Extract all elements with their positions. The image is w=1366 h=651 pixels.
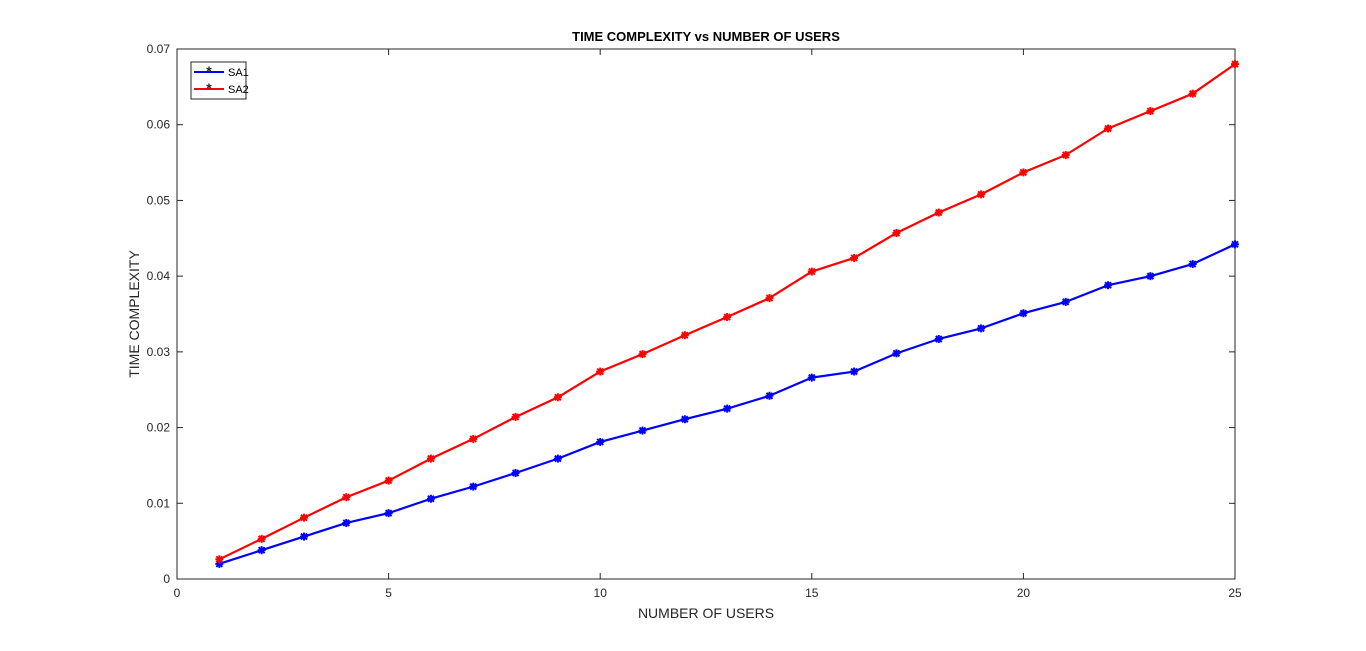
data-point-sa1 [1188,260,1197,269]
data-point-sa2 [215,555,224,564]
legend-label-sa2: SA2 [228,84,249,96]
series-sa1 [215,240,1239,568]
data-point-sa1 [384,509,393,518]
x-axis-label: NUMBER OF USERS [638,605,774,621]
x-tick-label: 10 [594,586,608,600]
data-point-sa2 [1146,107,1155,116]
y-tick-label: 0.02 [147,421,171,435]
data-point-sa2 [807,267,816,276]
data-point-sa2 [342,493,351,502]
y-axis-label: TIME COMPLEXITY [126,250,142,378]
data-point-sa2 [426,454,435,463]
data-point-sa2 [511,412,520,421]
data-point-sa1 [469,482,478,491]
data-point-sa1 [342,518,351,527]
series-sa2 [215,60,1239,564]
data-point-sa1 [553,454,562,463]
x-tick-label: 5 [385,586,392,600]
y-tick-label: 0.03 [147,345,171,359]
data-point-sa1 [1061,297,1070,306]
data-point-sa2 [596,367,605,376]
data-point-sa1 [850,367,859,376]
data-point-sa1 [511,469,520,477]
legend-label-sa1: SA1 [228,67,249,79]
chart-title: TIME COMPLEXITY vs NUMBER OF USERS [572,29,840,44]
data-point-sa2 [384,476,393,485]
y-tick-label: 0.05 [147,193,171,207]
data-point-sa2 [1231,60,1239,69]
data-point-sa2 [1019,168,1028,177]
data-point-sa1 [299,532,308,541]
x-tick-label: 20 [1017,586,1031,600]
data-point-sa2 [469,434,478,443]
data-point-sa2 [1188,89,1197,98]
y-tick-label: 0.04 [147,269,171,283]
data-point-sa2 [680,331,689,340]
data-point-sa1 [1019,309,1028,318]
legend-marker-sa1: * [206,63,212,79]
y-tick-label: 0.01 [147,496,171,510]
data-point-sa1 [934,334,943,343]
axis-ticks: 0 5 10 15 20 25 0 0.01 0.02 0.03 0.04 0.05 0.06 0.07 [147,42,1242,600]
data-point-sa1 [723,404,732,413]
data-point-sa1 [638,426,647,435]
legend-box [190,61,247,100]
data-point-sa2 [553,393,562,402]
legend-marker-sa2: * [206,80,212,96]
data-point-sa1 [1231,240,1239,249]
data-point-sa1 [257,546,266,555]
legend: * SA1 * SA2 [190,61,249,100]
data-point-sa2 [257,534,266,543]
data-point-sa1 [765,391,774,400]
y-tick-label: 0 [163,572,170,586]
data-point-sa2 [977,190,986,199]
x-tick-label: 25 [1228,586,1242,600]
data-point-sa2 [723,313,732,322]
x-tick-label: 0 [174,586,181,600]
data-point-sa2 [638,350,647,359]
y-tick-label: 0.07 [147,42,171,56]
data-point-sa1 [977,324,986,333]
y-tick-label: 0.06 [147,118,171,132]
data-point-sa1 [892,349,901,358]
data-point-sa2 [765,294,774,303]
data-point-sa1 [1104,281,1113,290]
data-point-sa1 [1146,272,1155,281]
data-point-sa2 [1061,151,1070,159]
data-point-sa1 [596,437,605,446]
data-point-sa1 [426,494,435,503]
data-point-sa2 [299,513,308,522]
data-point-sa1 [680,415,689,424]
series-layer [215,60,1239,568]
data-point-sa1 [807,373,816,382]
plot-area [176,48,1236,580]
data-point-sa2 [1104,124,1113,133]
x-tick-label: 15 [805,586,819,600]
data-point-sa2 [934,208,943,217]
data-point-sa2 [892,228,901,237]
data-point-sa2 [850,253,859,262]
